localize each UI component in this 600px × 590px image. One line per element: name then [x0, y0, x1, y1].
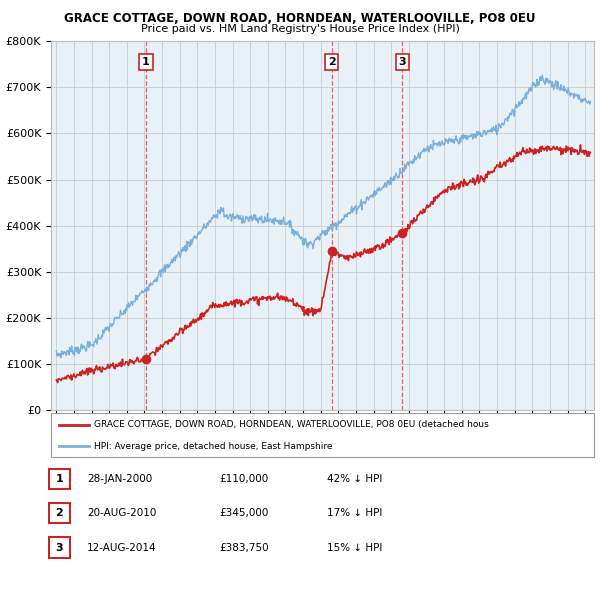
Text: 17% ↓ HPI: 17% ↓ HPI	[327, 509, 382, 518]
Text: £383,750: £383,750	[219, 543, 269, 552]
Text: 42% ↓ HPI: 42% ↓ HPI	[327, 474, 382, 484]
Text: 2: 2	[56, 509, 63, 518]
FancyBboxPatch shape	[49, 537, 70, 558]
Text: 12-AUG-2014: 12-AUG-2014	[87, 543, 157, 552]
Text: £345,000: £345,000	[219, 509, 268, 518]
Text: 15% ↓ HPI: 15% ↓ HPI	[327, 543, 382, 552]
Text: Price paid vs. HM Land Registry's House Price Index (HPI): Price paid vs. HM Land Registry's House …	[140, 24, 460, 34]
Text: GRACE COTTAGE, DOWN ROAD, HORNDEAN, WATERLOOVILLE, PO8 0EU: GRACE COTTAGE, DOWN ROAD, HORNDEAN, WATE…	[64, 12, 536, 25]
FancyBboxPatch shape	[49, 469, 70, 489]
Text: £110,000: £110,000	[219, 474, 268, 484]
FancyBboxPatch shape	[49, 503, 70, 523]
Text: 1: 1	[142, 57, 150, 67]
Text: HPI: Average price, detached house, East Hampshire: HPI: Average price, detached house, East…	[94, 442, 333, 451]
Text: GRACE COTTAGE, DOWN ROAD, HORNDEAN, WATERLOOVILLE, PO8 0EU (detached hous: GRACE COTTAGE, DOWN ROAD, HORNDEAN, WATE…	[94, 421, 489, 430]
Text: 2: 2	[328, 57, 336, 67]
Text: 3: 3	[56, 543, 63, 552]
Text: 1: 1	[56, 474, 63, 484]
Text: 3: 3	[398, 57, 406, 67]
FancyBboxPatch shape	[51, 413, 594, 457]
Text: 20-AUG-2010: 20-AUG-2010	[87, 509, 157, 518]
Text: 28-JAN-2000: 28-JAN-2000	[87, 474, 152, 484]
